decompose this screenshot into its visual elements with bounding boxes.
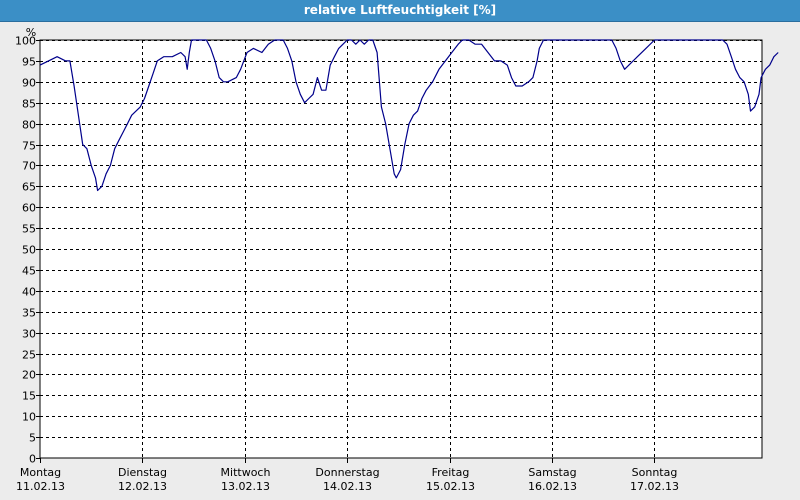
x-tick-day-label: Freitag [432, 466, 470, 479]
y-tick-label: 60 [22, 202, 36, 215]
y-axis: 0 5 10 15 20 25 30 35 40 45 50 55 60 65 70 75 80 85 90 95 10… [15, 26, 40, 466]
y-tick-label: 45 [22, 265, 36, 278]
x-tick-day-label: Sonntag [632, 466, 678, 479]
x-tick-day-label: Montag [20, 466, 61, 479]
y-tick-label: 25 [22, 349, 36, 362]
y-axis-label: % [26, 26, 36, 39]
x-tick-date-label: 14.02.13 [323, 480, 372, 493]
y-tick-label: 10 [22, 411, 36, 424]
x-tick-day-label: Dienstag [118, 466, 167, 479]
x-tick-day-label: Mittwoch [221, 466, 271, 479]
y-tick-label: 35 [22, 307, 36, 320]
window-title: relative Luftfeuchtigkeit [%] [0, 0, 800, 22]
x-tick-day-label: Donnerstag [315, 466, 379, 479]
y-tick-label: 85 [22, 98, 36, 111]
y-tick-label: 20 [22, 369, 36, 382]
grid-lines [40, 40, 762, 458]
y-tick-label: 55 [22, 223, 36, 236]
y-tick-label: 40 [22, 286, 36, 299]
humidity-chart: 0 5 10 15 20 25 30 35 40 45 50 55 60 65 70 75 80 85 90 95 10… [15, 26, 779, 493]
y-tick-label: 80 [22, 119, 36, 132]
y-tick-label: 70 [22, 160, 36, 173]
series-group [39, 39, 779, 192]
y-tick-label: 30 [22, 328, 36, 341]
y-tick-label: 100 [15, 35, 36, 48]
y-tick-label: 0 [29, 453, 36, 466]
y-tick-label: 15 [22, 390, 36, 403]
x-tick-date-label: 15.02.13 [426, 480, 475, 493]
y-tick-label: 90 [22, 77, 36, 90]
y-tick-label: 5 [29, 432, 36, 445]
x-tick-day-label: Samstag [528, 466, 576, 479]
humidity-series-line [39, 39, 779, 192]
x-tick-date-label: 17.02.13 [630, 480, 679, 493]
y-tick-label: 50 [22, 244, 36, 257]
x-tick-date-label: 12.02.13 [118, 480, 167, 493]
y-tick-label: 75 [22, 140, 36, 153]
x-tick-date-label: 11.02.13 [16, 480, 65, 493]
x-tick-date-label: 16.02.13 [528, 480, 577, 493]
y-tick-label: 65 [22, 181, 36, 194]
x-tick-date-label: 13.02.13 [221, 480, 270, 493]
y-tick-label: 95 [22, 56, 36, 69]
